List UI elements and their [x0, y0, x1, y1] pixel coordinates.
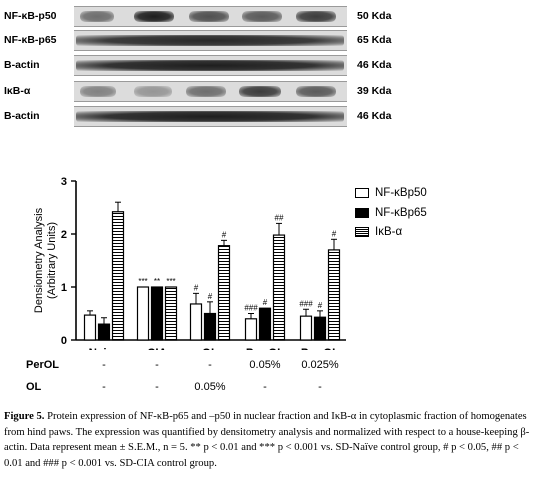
- blot-row-label: B-actin: [4, 59, 40, 71]
- blot-band: [242, 11, 282, 22]
- bar: [272, 234, 286, 341]
- blot-kda: 46 Kda: [357, 110, 392, 122]
- significance-mark: #: [194, 283, 199, 292]
- legend-swatch-open: [355, 187, 369, 198]
- bar: [258, 307, 272, 341]
- blot-kda: 39 Kda: [357, 85, 392, 97]
- significance-mark: ##: [275, 213, 284, 222]
- blot-strip-actin: [74, 55, 347, 76]
- treatment-cell: 0.05%: [194, 381, 226, 393]
- blot-strip-p65: [74, 30, 347, 51]
- blot-band: [296, 11, 336, 22]
- legend-swatch-striped: [355, 226, 369, 237]
- y-tick-label: 1: [61, 282, 67, 294]
- significance-mark: #: [222, 230, 227, 239]
- legend-item: NF-κBp50: [355, 187, 427, 199]
- significance-mark: #: [208, 292, 213, 301]
- bar: [83, 314, 97, 341]
- blot-band: [76, 111, 344, 122]
- x-tick-label: CIA: [147, 348, 167, 350]
- treatment-cell: -: [155, 359, 159, 371]
- significance-mark: #: [332, 229, 337, 238]
- significance-mark: ***: [166, 277, 175, 286]
- legend-label: NF-κBp65: [375, 207, 427, 219]
- treatment-cell: -: [155, 381, 159, 393]
- blot-band: [186, 86, 226, 97]
- bar: [189, 303, 203, 341]
- blot-row-label: IκB-α: [4, 85, 31, 97]
- bar: [164, 286, 178, 341]
- x-tick-label: Naive: [89, 348, 120, 350]
- bar: [313, 316, 327, 341]
- blot-kda: 46 Kda: [357, 59, 392, 71]
- treatment-cell: 0.05%: [249, 359, 281, 371]
- treatment-cell: 0.025%: [301, 359, 339, 371]
- blot-row-label: NF-κB-p65: [4, 34, 57, 46]
- legend-label: NF-κBp50: [375, 187, 427, 199]
- bar: [111, 211, 125, 341]
- blot-strip-p50: [74, 6, 347, 27]
- significance-mark: #: [263, 298, 268, 307]
- blot-band: [76, 60, 344, 71]
- densitometry-bar-chart: 0 1 2 3 Densiometry Analysis(Arbitrary Units…: [33, 176, 346, 350]
- blot-band: [134, 86, 172, 97]
- y-tick-label: 0: [61, 335, 67, 347]
- treatment-row-label: OL: [26, 381, 42, 393]
- x-tick-label: Per-OL: [301, 348, 339, 350]
- bar: [327, 249, 341, 341]
- treatment-cell: -: [208, 359, 212, 371]
- significance-mark: #: [318, 301, 323, 310]
- blot-row-label: NF-κB-p50: [4, 10, 57, 22]
- legend-label: IκB-α: [375, 226, 403, 238]
- x-tick-label: OL: [202, 348, 218, 350]
- blot-kda: 65 Kda: [357, 34, 392, 46]
- treatment-row-label: PerOL: [26, 359, 60, 371]
- bar: [299, 315, 313, 341]
- significance-mark: ***: [138, 277, 147, 286]
- blot-row-label: B-actin: [4, 110, 40, 122]
- legend-swatch-solid: [355, 207, 369, 218]
- treatment-cell: -: [102, 381, 106, 393]
- blot-band: [76, 35, 344, 46]
- y-axis-label: Densiometry Analysis(Arbitrary Units): [33, 207, 58, 313]
- significance-mark: **: [154, 277, 160, 286]
- blot-band: [189, 11, 229, 22]
- bar: [203, 312, 217, 341]
- treatment-cell: -: [318, 381, 322, 393]
- bar: [244, 318, 258, 341]
- treatment-cell: -: [102, 359, 106, 371]
- x-tick-label: Per-OL: [246, 348, 284, 350]
- y-tick-label: 3: [61, 176, 67, 188]
- bar: [136, 286, 150, 341]
- significance-mark: ###: [299, 299, 313, 308]
- blot-kda: 50 Kda: [357, 10, 392, 22]
- legend-item: NF-κBp65: [355, 207, 427, 219]
- blot-band: [80, 86, 116, 97]
- blot-band: [296, 86, 336, 97]
- blot-band: [134, 11, 174, 22]
- blot-band: [80, 11, 114, 22]
- figure-label: Figure 5.: [4, 411, 45, 422]
- treatment-cell: -: [263, 381, 267, 393]
- blot-band: [239, 86, 281, 97]
- bar: [150, 286, 164, 341]
- blot-strip-actin-2: [74, 106, 347, 127]
- legend-item: IκB-α: [355, 226, 402, 238]
- bar: [217, 245, 231, 341]
- bar: [97, 323, 111, 341]
- significance-mark: ###: [244, 304, 258, 313]
- figure-caption: Figure 5. Protein expression of NF-κB-p6…: [4, 409, 536, 471]
- y-tick-label: 2: [61, 229, 67, 241]
- blot-strip-ikb: [74, 81, 347, 102]
- caption-text: Protein expression of NF-κB-p65 and –p50…: [4, 411, 530, 469]
